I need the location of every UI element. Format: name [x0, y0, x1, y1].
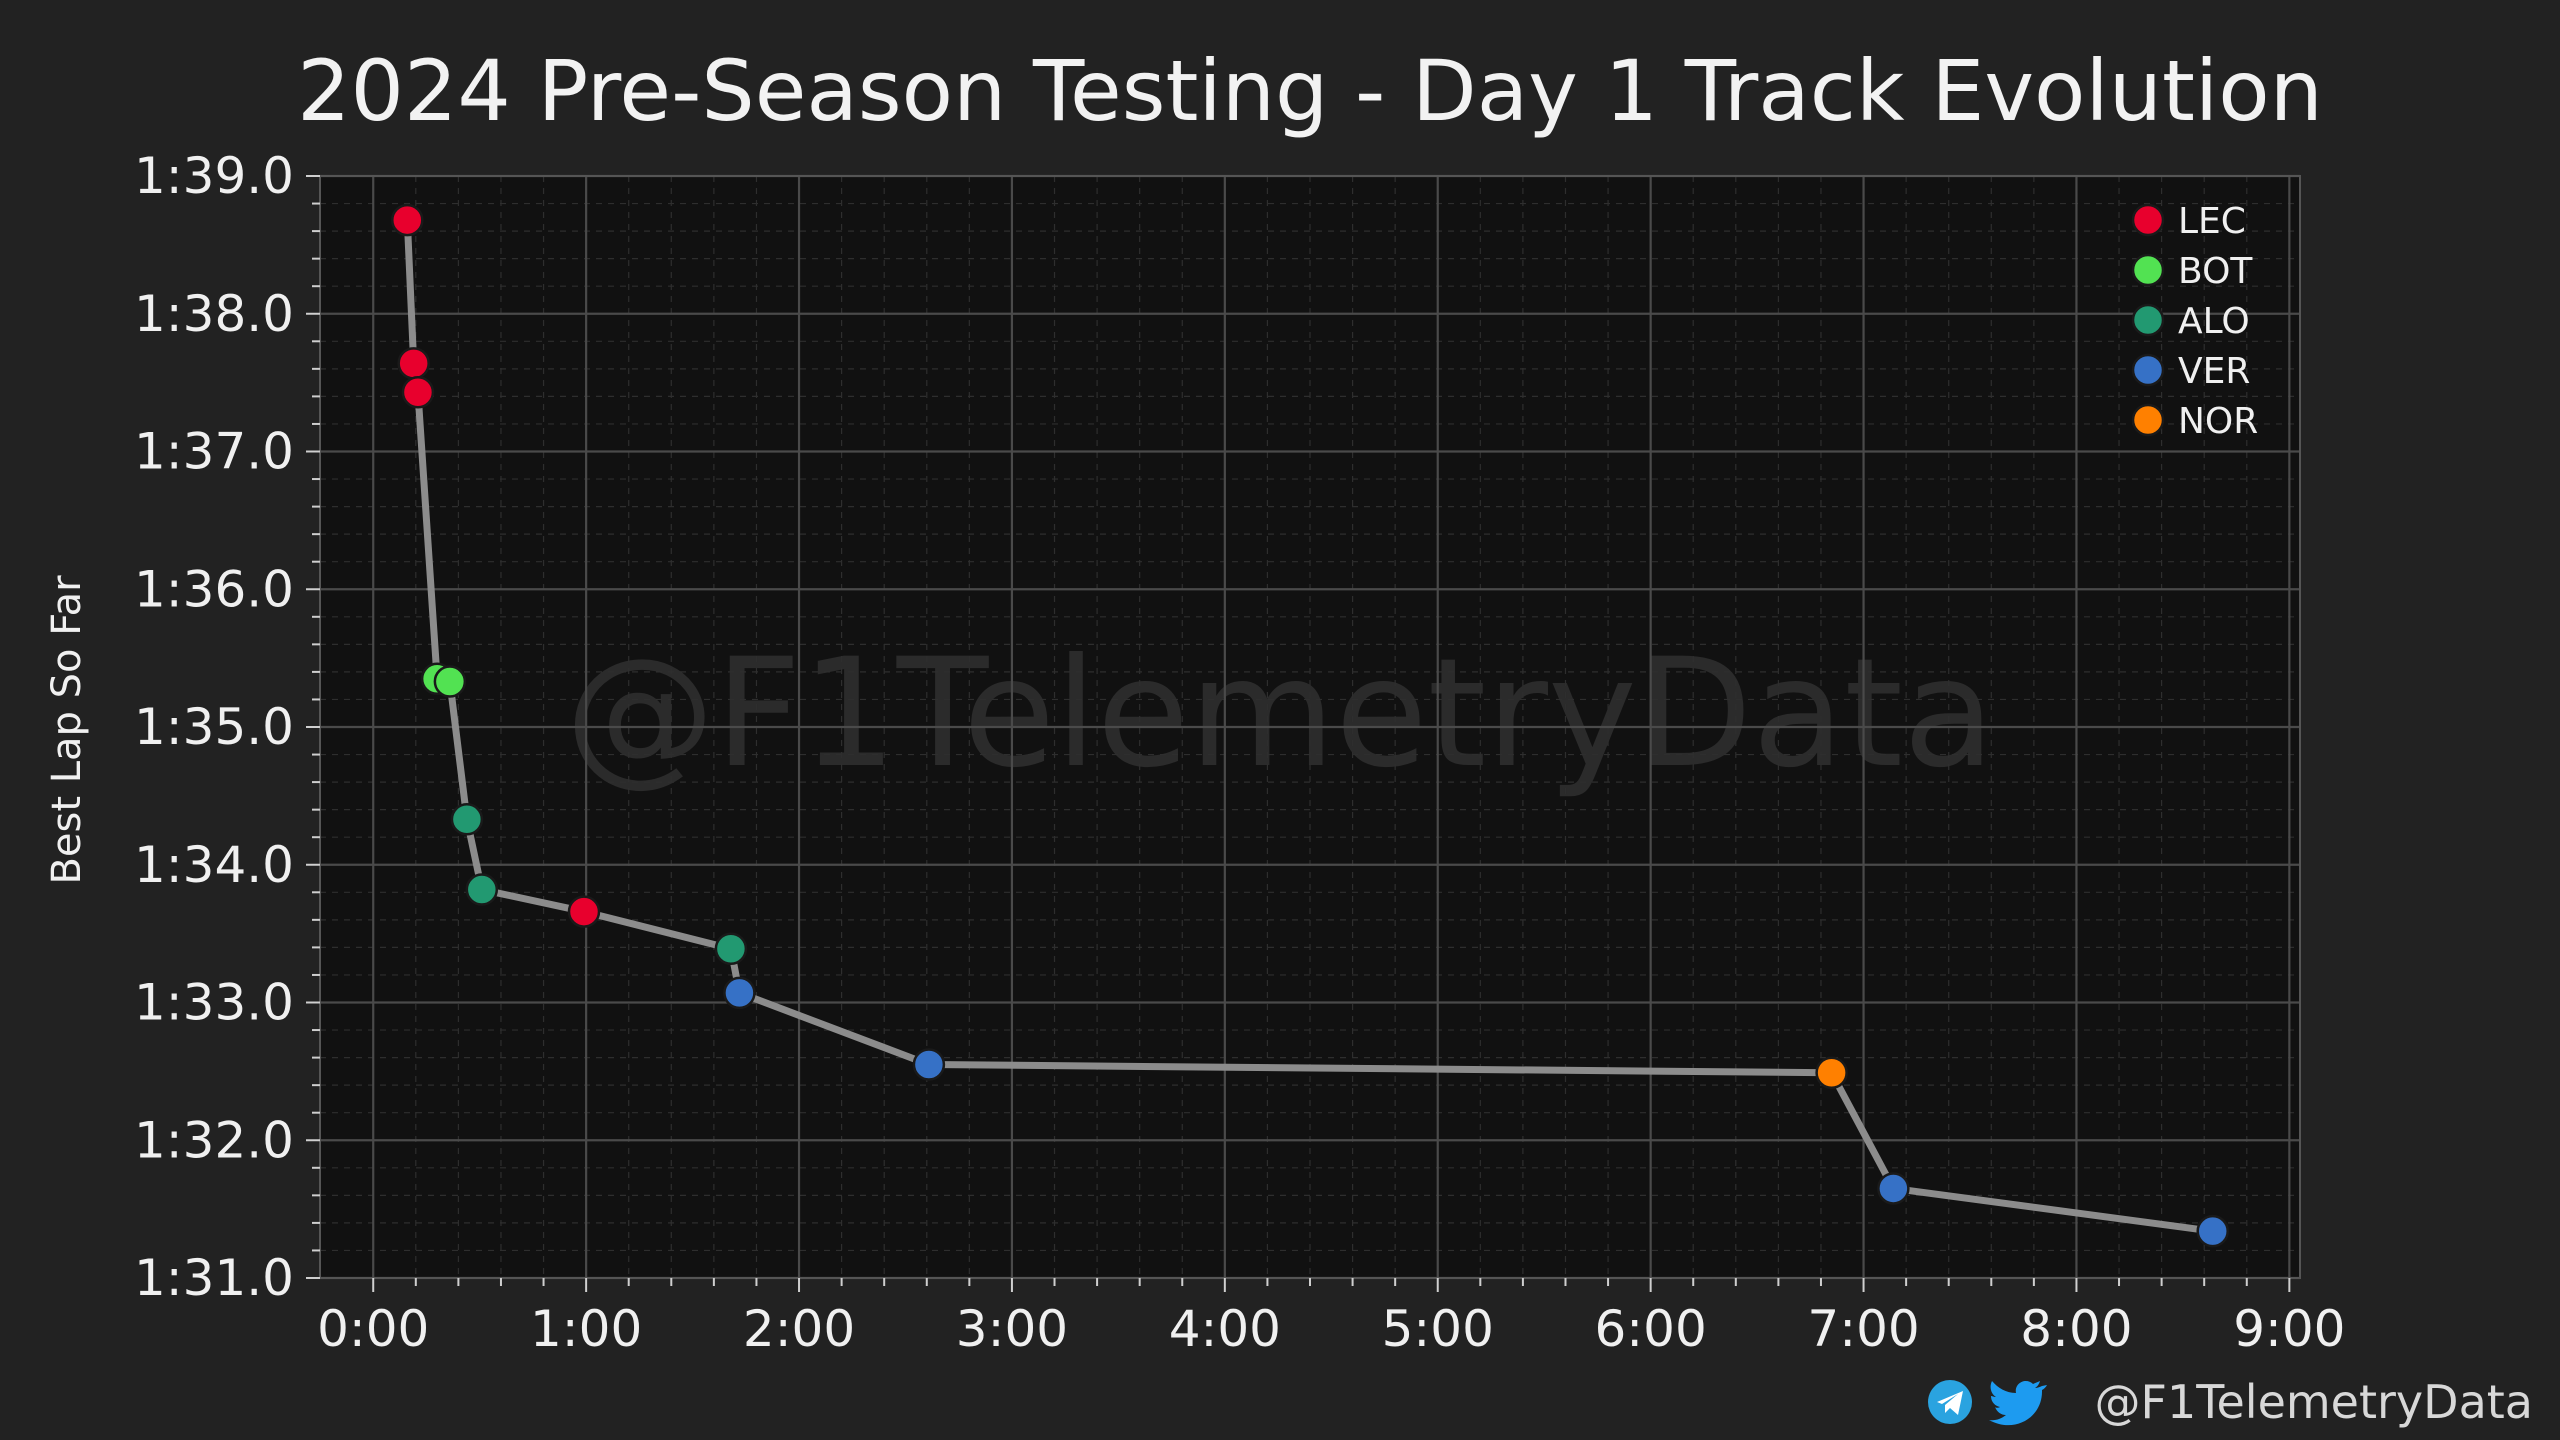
data-point-lec [567, 895, 601, 928]
y-tick-label: 1:36.0 [134, 560, 294, 618]
x-tick-label: 4:00 [1169, 1300, 1281, 1358]
y-tick-label: 1:37.0 [134, 423, 294, 481]
watermark-text: @F1TelemetryData [565, 627, 1995, 801]
legend-marker-alo [2131, 303, 2165, 337]
data-point-alo [714, 932, 748, 966]
legend-label-ver: VER [2178, 351, 2250, 392]
telegram-icon[interactable] [1928, 1380, 1972, 1424]
y-tick-label: 1:38.0 [134, 285, 294, 343]
data-point-lec [397, 347, 430, 380]
legend-marker-nor [2131, 403, 2165, 437]
footer-handle[interactable]: @F1TelemetryData [2094, 1375, 2533, 1429]
points-layer [391, 203, 2229, 1248]
x-tick-label: 0:00 [317, 1300, 429, 1358]
x-tick-label: 6:00 [1595, 1300, 1707, 1358]
data-point-alo [465, 873, 499, 906]
x-tick-label: 7:00 [1807, 1300, 1919, 1358]
data-point-ver [1877, 1172, 1910, 1205]
legend-marker-bot [2131, 253, 2165, 287]
x-tick-label: 5:00 [1382, 1300, 1494, 1358]
chart-title: 2024 Pre-Season Testing - Day 1 Track Ev… [297, 42, 2323, 140]
axes-layer: 0:00 1:00 2:00 3:00 4:00 5:00 6:00 7:00 8:00 9:00… [134, 147, 2345, 1358]
data-point-ver [912, 1048, 946, 1081]
line-layer [403, 219, 2214, 1235]
data-point-nor [1815, 1056, 1848, 1090]
y-tick-label: 1:34.0 [134, 836, 294, 894]
y-tick-label: 1:39.0 [134, 147, 294, 205]
x-tick-label: 8:00 [2020, 1300, 2132, 1358]
y-tick-label: 1:31.0 [134, 1249, 294, 1307]
best-lap-line [403, 219, 2214, 1235]
legend-marker-ver [2131, 353, 2165, 387]
data-point-lec [391, 203, 424, 237]
x-tick-label: 3:00 [956, 1300, 1068, 1358]
footer: @F1TelemetryData [1928, 1375, 2533, 1429]
y-tick-label: 1:32.0 [134, 1111, 294, 1169]
data-point-ver [2196, 1214, 2229, 1248]
y-tick-label: 1:35.0 [134, 698, 294, 756]
x-tick-label: 2:00 [743, 1300, 855, 1358]
legend-label-nor: NOR [2178, 401, 2258, 442]
data-point-bot [433, 665, 467, 698]
legend-label-lec: LEC [2178, 201, 2246, 242]
data-point-alo [450, 803, 484, 836]
legend: LEC BOT ALO VER NOR [2131, 201, 2258, 442]
x-tick-label: 9:00 [2233, 1300, 2345, 1358]
twitter-icon[interactable] [1989, 1380, 2047, 1426]
legend-label-alo: ALO [2178, 301, 2250, 342]
x-tick-label: 1:00 [530, 1300, 642, 1358]
y-tick-label: 1:33.0 [134, 974, 294, 1032]
data-point-lec [401, 376, 435, 409]
y-axis-label: Best Lap So Far [44, 575, 90, 885]
grid-layer [320, 174, 2300, 1280]
data-point-ver [723, 976, 756, 1010]
legend-marker-lec [2131, 203, 2165, 237]
legend-label-bot: BOT [2178, 251, 2253, 292]
